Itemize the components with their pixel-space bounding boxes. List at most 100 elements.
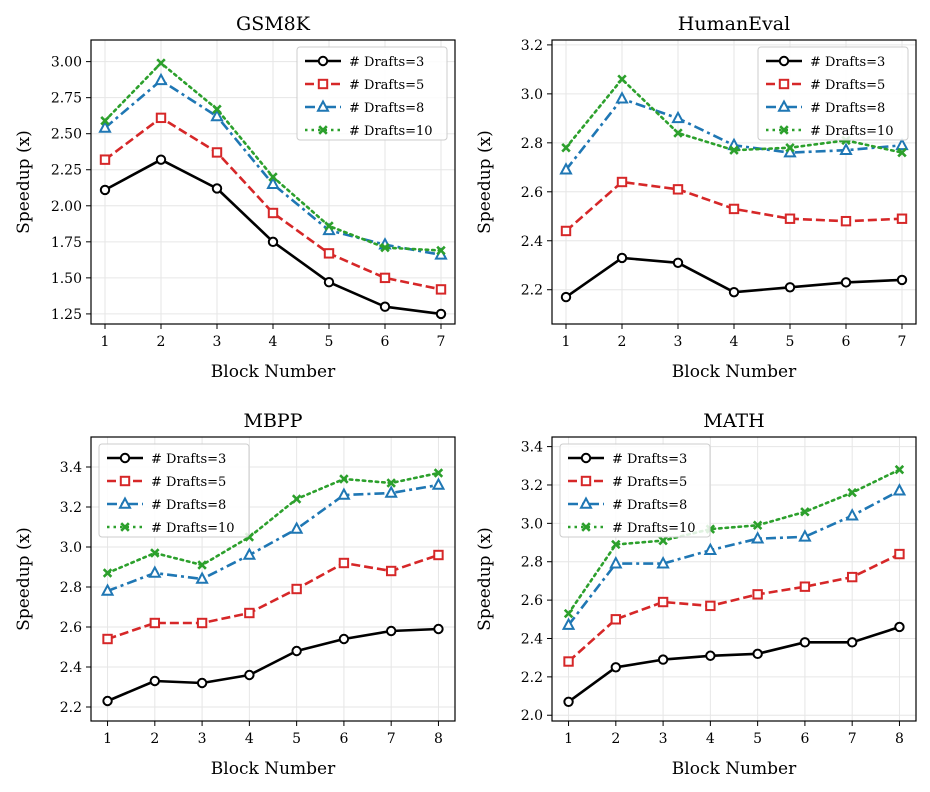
data-point <box>323 248 335 259</box>
series-line <box>107 553 439 641</box>
x-tick-label: 1 <box>564 731 573 747</box>
x-tick-label: 1 <box>103 731 112 747</box>
data-point <box>337 487 351 500</box>
data-point <box>895 137 909 151</box>
data-point <box>324 221 334 231</box>
data-point <box>433 549 444 561</box>
data-point <box>291 583 302 595</box>
x-tick-label: 6 <box>800 731 809 747</box>
series-line <box>567 489 901 626</box>
data-point <box>672 257 684 268</box>
data-point <box>611 539 621 550</box>
data-point <box>149 675 161 687</box>
data-point <box>616 252 628 264</box>
y-tick-label: 2.2 <box>521 283 543 299</box>
data-point <box>102 568 113 578</box>
data-point <box>433 468 444 478</box>
data-point <box>894 548 905 560</box>
x-tick-label: 4 <box>706 731 715 747</box>
data-point <box>846 637 858 648</box>
legend-entry: # Drafts=10 <box>612 521 696 536</box>
data-point <box>896 213 908 224</box>
data-point <box>244 607 255 619</box>
data-point <box>799 637 811 648</box>
x-tick-label: 7 <box>848 731 857 747</box>
data-point <box>656 556 670 569</box>
data-point <box>799 581 811 592</box>
legend-entry: # Drafts=3 <box>151 452 226 467</box>
x-tick-label: 6 <box>339 731 348 747</box>
data-point <box>560 291 572 303</box>
legend-marker <box>119 452 131 464</box>
data-point <box>154 72 168 86</box>
data-point <box>563 656 574 667</box>
legend-entry: # Drafts=5 <box>612 475 687 490</box>
data-point <box>385 625 397 637</box>
data-point <box>148 565 162 578</box>
x-tick-label: 3 <box>213 334 222 350</box>
data-point <box>379 301 391 312</box>
data-point <box>100 583 115 596</box>
legend-entry: # Drafts=8 <box>349 101 424 116</box>
data-point <box>100 116 110 126</box>
panel-title: MATH <box>703 410 764 432</box>
x-axis-label: Block Number <box>211 759 336 779</box>
y-tick-label: 3.2 <box>60 500 82 516</box>
legend-box <box>296 46 448 141</box>
panel-title: MBPP <box>244 410 303 432</box>
data-point <box>435 308 447 320</box>
x-tick-label: 7 <box>437 334 446 350</box>
x-tick-label: 5 <box>325 334 334 350</box>
y-tick-label: 1.75 <box>51 235 82 251</box>
data-point <box>339 474 349 484</box>
x-tick-label: 6 <box>381 334 390 350</box>
data-point <box>752 520 763 530</box>
legend-marker <box>777 99 791 112</box>
data-point <box>673 128 683 138</box>
x-axis-label: Block Number <box>211 362 336 382</box>
x-tick-label: 3 <box>674 334 683 350</box>
data-point <box>784 213 796 224</box>
legend-marker <box>778 78 790 90</box>
data-point <box>609 556 623 569</box>
data-point <box>99 184 111 196</box>
data-point <box>728 203 740 215</box>
series-0 <box>99 154 447 320</box>
data-point <box>615 91 629 104</box>
data-point <box>435 284 447 295</box>
x-tick-label: 8 <box>895 731 904 747</box>
y-tick-label: 2.8 <box>521 555 543 571</box>
legend-marker <box>317 78 329 90</box>
legend-marker <box>779 125 789 135</box>
data-point <box>244 669 255 681</box>
x-tick-label: 5 <box>292 731 301 747</box>
y-tick-label: 3.4 <box>521 440 543 456</box>
legend-entry: # Drafts=10 <box>151 521 235 536</box>
y-tick-label: 2.4 <box>60 660 82 676</box>
y-tick-label: 2.00 <box>51 199 82 215</box>
y-tick-label: 2.8 <box>521 136 543 152</box>
data-point <box>896 274 908 286</box>
data-point <box>729 145 739 155</box>
data-point <box>897 147 907 158</box>
x-tick-label: 4 <box>730 334 739 350</box>
y-tick-label: 2.6 <box>521 185 543 201</box>
y-axis-label: Speedup (x) <box>14 130 34 234</box>
data-point <box>436 245 446 256</box>
data-point <box>98 120 112 133</box>
data-point <box>559 162 573 175</box>
series-1 <box>563 548 905 667</box>
legend-entry: # Drafts=3 <box>810 55 885 70</box>
data-point <box>149 617 161 629</box>
series-line <box>106 627 439 703</box>
data-point <box>563 608 574 619</box>
legend-entry: # Drafts=3 <box>612 452 687 467</box>
legend-box <box>559 443 711 538</box>
data-point <box>150 548 160 558</box>
x-tick-label: 2 <box>150 731 159 747</box>
y-tick-label: 2.2 <box>60 700 82 716</box>
series-1 <box>99 112 447 295</box>
x-tick-label: 8 <box>434 731 443 747</box>
data-point <box>291 494 302 504</box>
series-1 <box>102 549 444 645</box>
